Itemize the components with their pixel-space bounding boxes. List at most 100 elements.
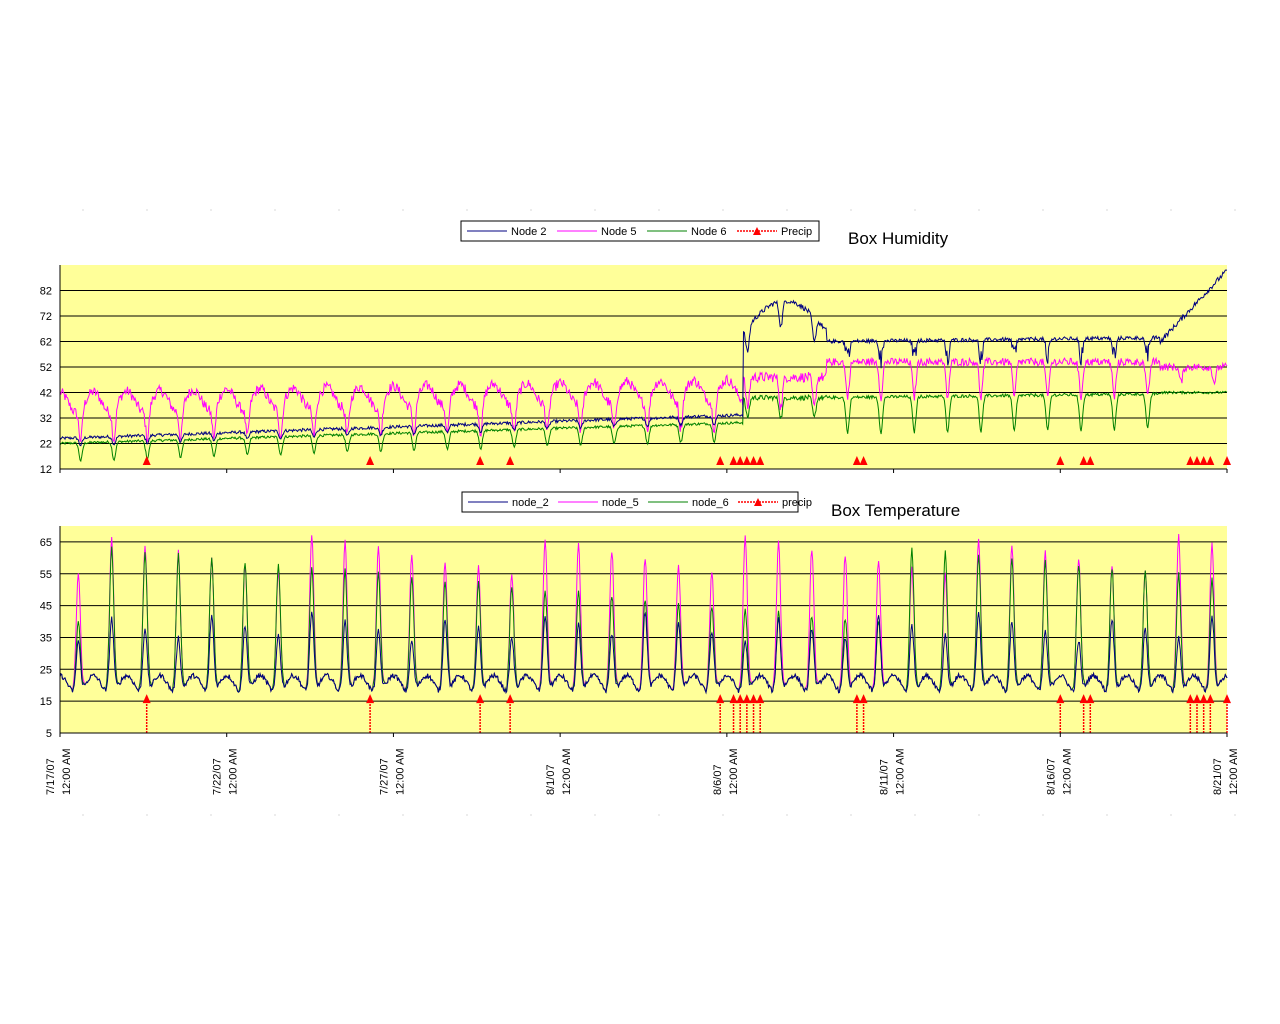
- guide-dot: [338, 209, 340, 211]
- legend-label: node_6: [692, 497, 729, 509]
- guide-dot: [1170, 814, 1172, 816]
- x-tick-time: 12:00 AM: [394, 749, 406, 795]
- y-tick-label: 65: [40, 537, 52, 549]
- guide-dot: [850, 209, 852, 211]
- legend-label: Node 5: [601, 226, 636, 238]
- precip-marker: [859, 694, 868, 704]
- guide-dot: [850, 814, 852, 816]
- precip-marker: [1079, 694, 1088, 704]
- guide-dot: [82, 209, 84, 211]
- series-line-node-6: [59, 390, 1228, 463]
- temperature-chart-title: Box Temperature: [831, 501, 960, 520]
- precip-marker: [1056, 694, 1065, 704]
- guide-dot: [402, 209, 404, 211]
- x-tick-time: 12:00 AM: [228, 749, 240, 795]
- y-tick-label: 62: [40, 337, 52, 349]
- legend-marker: [753, 227, 761, 235]
- x-tick-date: 8/16/07: [1045, 758, 1057, 795]
- guide-dot: [210, 814, 212, 816]
- guide-dot: [466, 209, 468, 211]
- precip-marker: [1079, 456, 1088, 465]
- precip-marker: [742, 694, 751, 704]
- guide-dot: [466, 814, 468, 816]
- y-tick-label: 12: [40, 464, 52, 476]
- humidity-legend: Node 2 Node 5 Node 6 Precip: [460, 220, 820, 242]
- guide-dot: [1106, 209, 1108, 211]
- page-guide-dots: [82, 209, 1236, 816]
- guide-dot: [914, 814, 916, 816]
- y-tick-label: 42: [40, 388, 52, 400]
- precip-marker: [1206, 456, 1215, 465]
- guide-dot: [786, 209, 788, 211]
- legend-label: node_2: [512, 497, 549, 509]
- precip-marker: [142, 694, 151, 704]
- legend-box: [461, 491, 799, 513]
- guide-dot: [530, 814, 532, 816]
- guide-dot: [978, 814, 980, 816]
- guide-dot: [338, 814, 340, 816]
- y-tick-label: 55: [40, 569, 52, 581]
- guide-dot: [1170, 209, 1172, 211]
- x-tick-label: 8/16/07 12:00 AM: [1045, 749, 1073, 795]
- precip-marker: [1086, 694, 1095, 704]
- guide-dot: [658, 814, 660, 816]
- guide-dot: [658, 209, 660, 211]
- guide-dot: [210, 209, 212, 211]
- x-tick-date: 8/6/07: [712, 764, 724, 795]
- precip-marker: [1223, 694, 1231, 704]
- y-tick-label: 32: [40, 413, 52, 425]
- precip-marker: [1199, 694, 1208, 704]
- x-tick-label: 8/11/07 12:00 AM: [879, 749, 907, 795]
- x-tick-time: 12:00 AM: [728, 749, 740, 795]
- precip-marker: [749, 456, 758, 465]
- precip-marker: [716, 456, 725, 465]
- precip-marker: [506, 456, 515, 465]
- guide-dot: [722, 209, 724, 211]
- guide-dot: [530, 209, 532, 211]
- temperature-legend: node_2 node_5 node_6 precip: [461, 491, 812, 513]
- x-tick-date: 8/1/07: [545, 764, 557, 795]
- guide-dot: [402, 814, 404, 816]
- legend-box: [460, 220, 820, 242]
- humidity-y-ticks: 12 22 32 42 52 62 72 82: [40, 286, 52, 477]
- precip-marker: [366, 456, 375, 465]
- legend-label: node_5: [602, 497, 639, 509]
- precip-marker: [852, 456, 861, 465]
- precip-marker: [736, 694, 745, 704]
- temperature-y-ticks: 5 15 25 35 45 55 65: [40, 537, 52, 740]
- guide-dot: [1106, 814, 1108, 816]
- temperature-x-axis: 7/17/07 12:00 AM 7/22/07 12:00 AM 7/27/07 12:…: [45, 526, 1240, 795]
- series-line-node-2: [59, 611, 1228, 695]
- guide-dot: [978, 209, 980, 211]
- x-tick-date: 7/17/07: [45, 758, 57, 795]
- guide-dot: [146, 209, 148, 211]
- precip-marker: [1186, 694, 1195, 704]
- guide-dot: [1042, 209, 1044, 211]
- precip-marker: [1186, 456, 1195, 465]
- guide-dot: [1042, 814, 1044, 816]
- precip-marker: [142, 456, 151, 465]
- precip-marker: [1086, 456, 1095, 465]
- y-tick-label: 45: [40, 601, 52, 613]
- guide-dot: [274, 209, 276, 211]
- guide-dot: [594, 209, 596, 211]
- precip-marker: [729, 456, 738, 465]
- precip-marker: [366, 694, 375, 704]
- x-tick-label: 7/27/07 12:00 AM: [378, 749, 406, 795]
- precip-marker: [749, 694, 758, 704]
- guide-dot: [274, 814, 276, 816]
- y-tick-label: 82: [40, 286, 52, 298]
- precip-marker: [1199, 456, 1208, 465]
- precip-marker: [1056, 456, 1065, 465]
- y-tick-label: 72: [40, 311, 52, 323]
- x-tick-label: 8/1/07 12:00 AM: [545, 749, 573, 795]
- precip-marker: [742, 456, 751, 465]
- humidity-x-axis: [59, 265, 1228, 473]
- y-tick-label: 5: [46, 728, 52, 740]
- legend-label: Node 2: [511, 226, 546, 238]
- precip-marker: [1223, 456, 1231, 465]
- guide-dot: [146, 814, 148, 816]
- y-tick-label: 35: [40, 632, 52, 644]
